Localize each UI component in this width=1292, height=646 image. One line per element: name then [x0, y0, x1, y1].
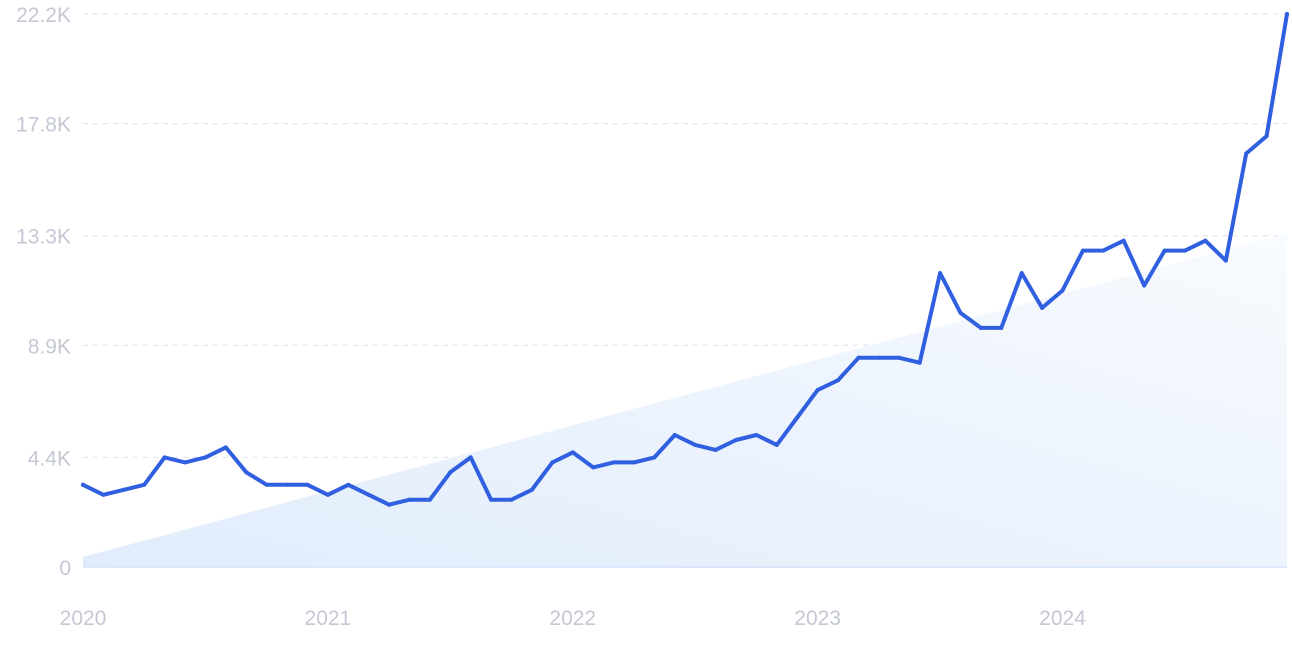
data-point	[264, 482, 269, 487]
data-point	[978, 325, 983, 330]
data-point	[856, 355, 861, 360]
data-point	[529, 487, 534, 492]
data-point	[1019, 271, 1024, 276]
data-point	[958, 310, 963, 315]
x-tick-label: 2020	[60, 607, 107, 630]
data-point	[938, 271, 943, 276]
data-point	[652, 455, 657, 460]
data-point	[509, 497, 514, 502]
data-point	[611, 460, 616, 465]
data-point	[285, 482, 290, 487]
data-point	[346, 482, 351, 487]
data-point	[795, 415, 800, 420]
data-point	[713, 447, 718, 452]
data-point	[999, 325, 1004, 330]
data-point	[407, 497, 412, 502]
data-point	[244, 470, 249, 475]
data-point	[734, 438, 738, 442]
data-point	[1203, 238, 1208, 243]
x-tick-label: 2023	[794, 607, 841, 630]
data-point	[1264, 134, 1269, 139]
data-point	[305, 482, 310, 487]
data-point	[81, 482, 85, 487]
y-tick-label: 8.9K	[28, 335, 71, 358]
x-tick-label: 2021	[305, 607, 352, 630]
y-tick-label: 22.2K	[16, 4, 71, 27]
data-point	[1142, 283, 1147, 288]
data-point	[101, 492, 106, 497]
data-point	[1162, 248, 1167, 253]
data-point	[427, 497, 432, 502]
data-point	[632, 460, 636, 465]
data-point	[570, 450, 575, 455]
data-point	[489, 497, 494, 502]
data-point	[1285, 12, 1289, 16]
data-point	[1040, 305, 1045, 310]
data-point	[121, 487, 126, 492]
data-point	[693, 442, 698, 447]
x-tick-label: 2024	[1039, 607, 1086, 630]
data-point	[591, 465, 596, 470]
data-point	[1080, 248, 1085, 253]
y-tick-label: 17.8K	[16, 114, 71, 137]
y-tick-label: 4.4K	[28, 447, 71, 470]
y-tick-label: 0	[59, 557, 71, 580]
trend-area	[83, 233, 1287, 567]
data-point	[448, 470, 453, 475]
y-tick-label: 13.3K	[16, 226, 71, 249]
y-axis-tick-labels: 0 4.4K 8.9K 13.3K 17.8K 22.2K	[16, 4, 71, 580]
data-point	[1060, 288, 1065, 293]
data-point	[876, 355, 881, 360]
data-point	[387, 502, 392, 507]
data-point	[897, 355, 902, 360]
data-point	[1183, 248, 1187, 253]
x-tick-label: 2022	[549, 607, 596, 630]
data-point	[223, 445, 228, 450]
data-point	[142, 482, 147, 487]
series-points	[81, 12, 1289, 507]
data-point	[672, 433, 677, 437]
data-point	[1244, 151, 1249, 156]
data-point	[1121, 238, 1126, 243]
data-point	[325, 492, 330, 497]
data-point	[1101, 248, 1106, 253]
data-point	[468, 455, 473, 460]
data-point	[1223, 258, 1228, 263]
data-point	[836, 378, 841, 383]
data-point	[754, 433, 759, 437]
series-line	[81, 12, 1289, 507]
data-point	[550, 460, 555, 465]
data-point	[162, 455, 167, 460]
x-axis-tick-labels: 2020 2021 2022 2023 2024	[60, 607, 1087, 630]
data-point	[366, 492, 371, 497]
data-point	[815, 388, 820, 393]
data-point	[917, 360, 922, 365]
data-point	[774, 442, 779, 447]
data-point	[183, 460, 187, 465]
data-point	[203, 455, 208, 460]
